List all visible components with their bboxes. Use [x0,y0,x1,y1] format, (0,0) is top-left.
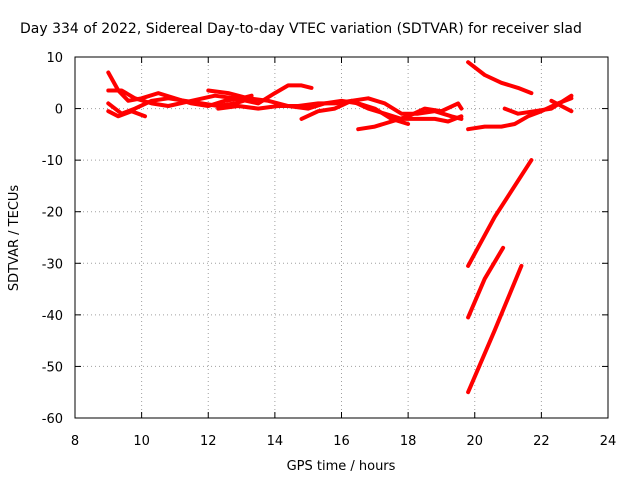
series-line-track-2 [106,83,314,108]
axis-ticks [74,56,609,419]
y-tick-label: -30 [42,257,63,272]
series-line-track-12 [549,98,574,114]
x-tick-label: 8 [71,434,79,449]
y-tick-labels: 10 0 -10 -20 -30 -40 -50 -60 [42,51,63,427]
x-tick-label: 10 [133,434,150,449]
x-tick-label: 12 [200,434,217,449]
y-tick-label: -50 [42,360,63,375]
y-tick-label: -60 [42,412,63,427]
x-tick-labels: 8 10 12 14 16 18 20 22 24 [71,434,616,449]
series-group [106,60,574,395]
series-line-track-15 [466,263,524,395]
x-tick-label: 22 [533,434,550,449]
x-tick-label: 16 [333,434,350,449]
x-tick-label: 20 [466,434,483,449]
x-tick-label: 24 [600,434,617,449]
y-tick-label: -40 [42,309,63,324]
x-tick-label: 18 [400,434,417,449]
x-tick-label: 14 [267,434,284,449]
series-line-track-13 [466,158,534,268]
y-tick-label: -10 [42,154,63,169]
series-line-track-9 [466,60,534,96]
series-line-track-14 [466,245,506,320]
series-line-track-4 [106,109,147,119]
grid [75,57,608,418]
y-tick-label: -20 [42,206,63,221]
y-tick-label: 0 [55,103,63,118]
y-axis-label: SDTVAR / TECUs [7,185,22,292]
x-axis-label: GPS time / hours [287,459,396,474]
chart-title: Day 334 of 2022, Sidereal Day-to-day VTE… [20,21,582,37]
series-line-track-8 [356,101,464,132]
y-tick-label: 10 [46,51,63,66]
